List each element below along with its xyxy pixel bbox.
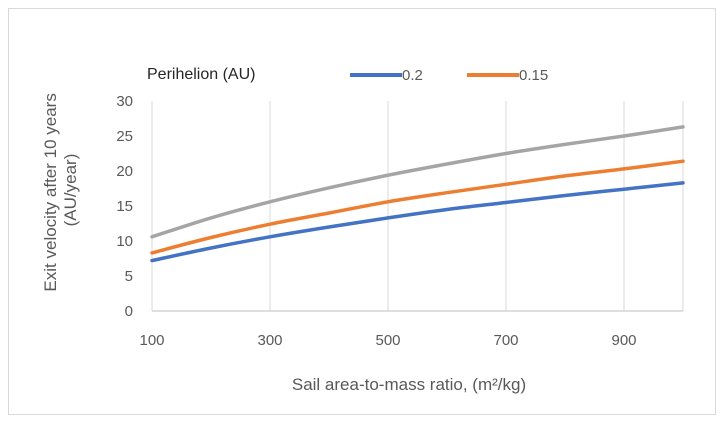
y-tick-label: 5 (125, 268, 133, 285)
legend-title: Perihelion (AU) (147, 66, 255, 83)
x-tick-label: 900 (611, 332, 636, 349)
x-axis-ticks: 100 300 500 700 900 (139, 332, 636, 349)
y-axis-title-line-2: (AU/year) (61, 154, 80, 227)
y-tick-label: 25 (116, 128, 133, 145)
legend: Perihelion (AU) 0.2 0.15 (147, 66, 548, 84)
x-tick-label: 300 (257, 332, 282, 349)
gridlines (151, 101, 684, 312)
legend-label: 0.2 (402, 67, 423, 84)
x-tick-label: 700 (493, 332, 518, 349)
x-tick-label: 100 (139, 332, 164, 349)
y-tick-label: 20 (116, 163, 133, 180)
series-line-unlabeled (150, 125, 685, 239)
y-axis-ticks: 0 5 10 15 20 25 30 (116, 93, 133, 320)
x-axis-title: Sail area-to-mass ratio, (m²/kg) (292, 375, 526, 394)
y-tick-label: 10 (116, 233, 133, 250)
y-tick-label: 30 (116, 93, 133, 110)
y-axis-title-line-1: Exit velocity after 10 years (41, 93, 60, 291)
series-line-0-2 (150, 181, 685, 263)
y-axis-title: Exit velocity after 10 years (AU/year) (41, 88, 80, 291)
series-line-0-15 (150, 159, 685, 255)
y-tick-label: 0 (125, 303, 133, 320)
legend-label: 0.15 (519, 67, 548, 84)
x-tick-label: 500 (375, 332, 400, 349)
series-lines (150, 125, 685, 263)
y-tick-label: 15 (116, 198, 133, 215)
